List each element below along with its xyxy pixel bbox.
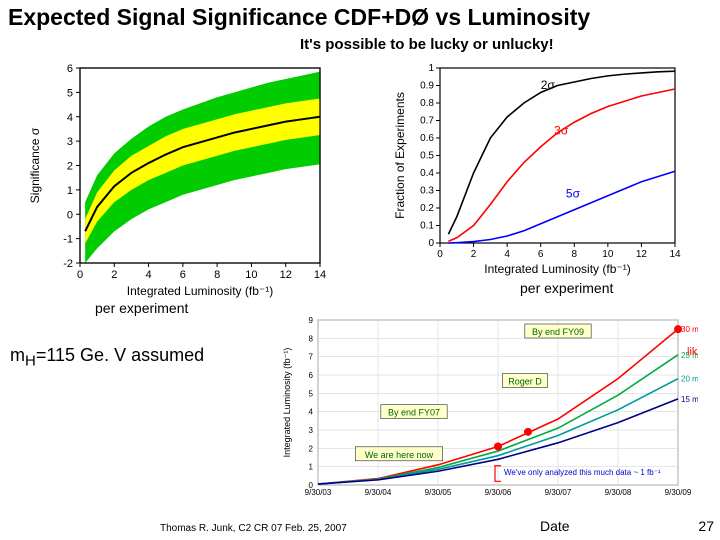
svg-text:5: 5: [309, 389, 314, 398]
svg-text:9/30/04: 9/30/04: [365, 488, 392, 497]
svg-text:4: 4: [146, 269, 152, 281]
svg-text:1: 1: [67, 185, 73, 197]
svg-text:Integrated Luminosity (fb⁻¹): Integrated Luminosity (fb⁻¹): [282, 348, 292, 458]
svg-text:12: 12: [280, 269, 292, 281]
luminosity-projection-chart: 30 mA/hr25 mA/hr20 mA/hr15 mA/hrBy end F…: [278, 310, 698, 520]
svg-text:6: 6: [309, 371, 314, 380]
svg-text:9/30/05: 9/30/05: [425, 488, 452, 497]
subtitle: It's possible to be lucky or unlucky!: [300, 36, 554, 53]
svg-text:6: 6: [67, 63, 73, 75]
svg-text:0.1: 0.1: [420, 221, 434, 232]
svg-text:We are here now: We are here now: [365, 450, 434, 460]
svg-text:20 mA/hr: 20 mA/hr: [681, 375, 698, 384]
svg-text:10: 10: [245, 269, 257, 281]
svg-text:3: 3: [309, 426, 314, 435]
svg-text:30 mA/hr: 30 mA/hr: [681, 325, 698, 334]
svg-text:By end FY09: By end FY09: [532, 327, 584, 337]
svg-text:3σ: 3σ: [554, 124, 569, 138]
svg-text:14: 14: [669, 249, 681, 260]
svg-text:2: 2: [67, 161, 73, 173]
svg-text:9/30/09: 9/30/09: [665, 488, 692, 497]
footer-text: Thomas R. Junk, C2 CR 07 Feb. 25, 2007: [160, 523, 347, 534]
svg-text:10: 10: [602, 249, 614, 260]
svg-text:8: 8: [572, 249, 578, 260]
svg-text:likely: likely: [687, 346, 698, 358]
svg-text:0.3: 0.3: [420, 186, 434, 197]
svg-text:14: 14: [314, 269, 326, 281]
svg-text:2: 2: [471, 249, 477, 260]
svg-text:Integrated Luminosity (fb⁻¹): Integrated Luminosity (fb⁻¹): [484, 262, 630, 276]
svg-text:9/30/06: 9/30/06: [485, 488, 512, 497]
svg-text:15 mA/hr: 15 mA/hr: [681, 395, 698, 404]
svg-text:12: 12: [636, 249, 648, 260]
svg-text:4: 4: [504, 249, 510, 260]
svg-text:0: 0: [67, 209, 73, 221]
svg-text:7: 7: [309, 353, 314, 362]
svg-text:0.5: 0.5: [420, 151, 434, 162]
chart2-caption: per experiment: [520, 280, 613, 296]
page-number: 27: [698, 518, 714, 534]
svg-text:-1: -1: [63, 234, 73, 246]
date-label: Date: [540, 518, 570, 534]
svg-text:9/30/08: 9/30/08: [605, 488, 632, 497]
chart1-caption: per experiment: [95, 300, 188, 316]
svg-text:5: 5: [67, 87, 73, 99]
svg-text:0: 0: [437, 249, 443, 260]
svg-text:Fraction of Experiments: Fraction of Experiments: [393, 92, 407, 219]
fraction-curves-chart: 0 2 4 6 8 10 12 14 0 0.1 0.2 0.3 0.4 0.5 0.6 0.7 0.8 0.9 1…: [390, 58, 690, 278]
svg-text:3: 3: [67, 136, 73, 148]
svg-text:9/30/03: 9/30/03: [305, 488, 332, 497]
significance-band-chart: 02468101214-2-10123456Integrated Luminos…: [25, 58, 330, 298]
svg-text:9: 9: [309, 316, 314, 325]
svg-text:2: 2: [111, 269, 117, 281]
page-title: Expected Signal Significance CDF+DØ vs L…: [8, 4, 712, 31]
svg-text:0: 0: [77, 269, 83, 281]
svg-text:We've only analyzed this much: We've only analyzed this much data ~ 1 f…: [504, 468, 661, 477]
svg-text:0: 0: [428, 238, 434, 249]
svg-text:1: 1: [428, 63, 434, 74]
svg-text:6: 6: [538, 249, 544, 260]
svg-text:0.8: 0.8: [420, 98, 434, 109]
svg-text:1: 1: [309, 463, 314, 472]
svg-text:4: 4: [67, 112, 73, 124]
svg-text:9/30/07: 9/30/07: [545, 488, 572, 497]
svg-text:8: 8: [309, 334, 314, 343]
svg-text:6: 6: [180, 269, 186, 281]
svg-text:Roger D: Roger D: [508, 377, 542, 387]
svg-text:0.7: 0.7: [420, 116, 434, 127]
svg-text:5σ: 5σ: [566, 187, 581, 201]
svg-text:0.2: 0.2: [420, 203, 434, 214]
svg-text:2: 2: [309, 444, 314, 453]
svg-text:2σ: 2σ: [541, 78, 556, 92]
svg-text:Significance σ: Significance σ: [28, 127, 42, 203]
svg-text:By end FY07: By end FY07: [388, 408, 440, 418]
svg-text:0.9: 0.9: [420, 81, 434, 92]
assumption-text: mH=115 Ge. V assumed: [10, 345, 204, 370]
svg-text:0.6: 0.6: [420, 133, 434, 144]
svg-text:0.4: 0.4: [420, 168, 434, 179]
svg-text:4: 4: [309, 408, 314, 417]
svg-text:8: 8: [214, 269, 220, 281]
svg-text:-2: -2: [63, 258, 73, 270]
svg-text:Integrated Luminosity (fb⁻¹): Integrated Luminosity (fb⁻¹): [127, 284, 273, 298]
